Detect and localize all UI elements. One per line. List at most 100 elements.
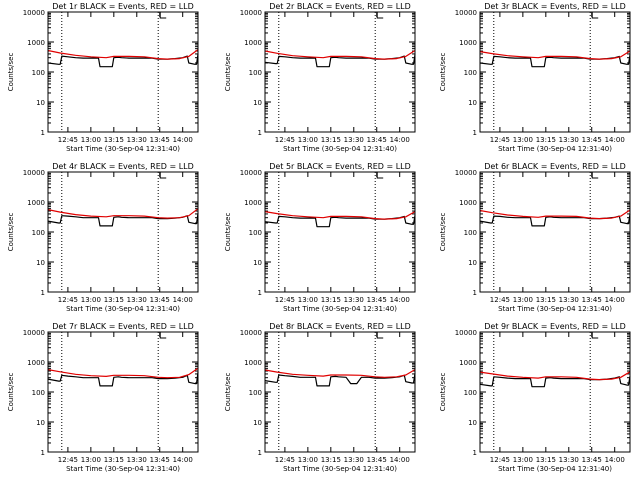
y-axis-label: Counts/sec <box>224 53 232 92</box>
x-tick-label: 13:00 <box>298 136 318 144</box>
y-tick-label: 1000 <box>244 359 262 367</box>
y-tick-label: 1000 <box>27 359 45 367</box>
x-tick-label: 13:30 <box>127 296 147 304</box>
x-tick-label: 13:45 <box>150 296 170 304</box>
y-tick-label: 100 <box>464 69 477 77</box>
series-line-events <box>264 215 416 228</box>
chart-panel-4: Det 4r BLACK = Events, RED = LLD 1 10 100 10… <box>7 162 199 313</box>
x-tick-label: 12:45 <box>275 296 295 304</box>
chart-panel-2: Det 2r BLACK = Events, RED = LLD 1 10 100 10… <box>224 2 416 153</box>
x-tick-label: 12:45 <box>275 456 295 464</box>
series-line-lld <box>47 367 199 379</box>
bracket-marker <box>159 12 167 19</box>
chart-title: Det 8r BLACK = Events, RED = LLD <box>269 322 411 331</box>
x-tick-label: 13:00 <box>513 136 533 144</box>
y-tick-label: 10 <box>253 259 262 267</box>
chart-title: Det 1r BLACK = Events, RED = LLD <box>52 2 194 11</box>
y-tick-label: 10000 <box>240 9 262 17</box>
bracket-marker <box>376 332 384 339</box>
chart-panel-8: Det 8r BLACK = Events, RED = LLD 1 10 100 10… <box>224 322 416 473</box>
y-tick-label: 100 <box>249 69 262 77</box>
y-tick-label: 100 <box>249 229 262 237</box>
y-tick-label: 10000 <box>240 169 262 177</box>
x-tick-label: 13:30 <box>559 296 579 304</box>
x-tick-label: 13:00 <box>513 296 533 304</box>
x-tick-label: 13:15 <box>536 296 556 304</box>
x-tick-label: 13:45 <box>367 136 387 144</box>
y-tick-label: 1000 <box>459 199 477 207</box>
y-tick-label: 1000 <box>244 39 262 47</box>
plot-frame <box>47 171 199 293</box>
x-tick-label: 14:00 <box>173 296 193 304</box>
x-tick-label: 14:00 <box>390 456 410 464</box>
plot-frame <box>264 11 416 133</box>
bracket-marker <box>591 172 599 179</box>
series-line-lld <box>264 369 416 378</box>
plot-frame <box>264 171 416 293</box>
y-tick-label: 100 <box>32 389 45 397</box>
chart-title: Det 4r BLACK = Events, RED = LLD <box>52 162 194 171</box>
y-tick-label: 1 <box>258 289 262 297</box>
y-tick-label: 10 <box>36 419 45 427</box>
y-tick-label: 10 <box>253 99 262 107</box>
series-line-events <box>479 376 631 388</box>
y-axis-label: Counts/sec <box>7 213 15 252</box>
plot-frame <box>479 171 631 293</box>
y-tick-label: 1000 <box>27 39 45 47</box>
x-tick-label: 13:00 <box>298 456 318 464</box>
x-tick-label: 13:15 <box>321 136 341 144</box>
chart-title: Det 6r BLACK = Events, RED = LLD <box>484 162 626 171</box>
y-tick-label: 1 <box>41 129 45 137</box>
bracket-marker <box>159 332 167 339</box>
x-axis-label: Start Time (30-Sep-04 12:31:40) <box>66 305 180 313</box>
y-tick-label: 10000 <box>240 329 262 337</box>
x-tick-label: 13:45 <box>367 456 387 464</box>
y-tick-label: 1 <box>258 449 262 457</box>
chart-panel-5: Det 5r BLACK = Events, RED = LLD 1 10 100 10… <box>224 162 416 313</box>
x-tick-label: 14:00 <box>605 136 625 144</box>
plot-frame <box>479 331 631 453</box>
x-tick-label: 13:00 <box>81 456 101 464</box>
x-tick-label: 14:00 <box>173 136 193 144</box>
chart-panel-6: Det 6r BLACK = Events, RED = LLD 1 10 100 10… <box>439 162 631 313</box>
x-tick-label: 12:45 <box>275 136 295 144</box>
y-tick-label: 1 <box>473 129 477 137</box>
chart-panel-1: Det 1r BLACK = Events, RED = LLD 1 10 100 10… <box>7 2 199 153</box>
y-tick-label: 1000 <box>27 199 45 207</box>
x-tick-label: 13:00 <box>81 296 101 304</box>
x-tick-label: 13:15 <box>104 456 124 464</box>
bracket-marker <box>591 12 599 19</box>
chart-title: Det 5r BLACK = Events, RED = LLD <box>269 162 411 171</box>
chart-title: Det 2r BLACK = Events, RED = LLD <box>269 2 411 11</box>
x-tick-label: 13:30 <box>344 136 364 144</box>
x-tick-label: 14:00 <box>605 456 625 464</box>
chart-title: Det 9r BLACK = Events, RED = LLD <box>484 322 626 331</box>
series-line-lld <box>479 209 631 220</box>
x-tick-label: 12:45 <box>58 456 78 464</box>
y-tick-label: 10 <box>253 419 262 427</box>
x-tick-label: 13:30 <box>344 296 364 304</box>
y-tick-label: 1 <box>473 449 477 457</box>
y-tick-label: 10 <box>468 419 477 427</box>
y-tick-label: 10000 <box>455 169 477 177</box>
y-axis-label: Counts/sec <box>439 213 447 252</box>
y-tick-label: 1 <box>41 449 45 457</box>
series-line-lld <box>264 211 416 220</box>
y-axis-label: Counts/sec <box>7 53 15 92</box>
x-tick-label: 14:00 <box>390 136 410 144</box>
x-axis-label: Start Time (30-Sep-04 12:31:40) <box>66 145 180 153</box>
y-tick-label: 10000 <box>23 169 45 177</box>
y-tick-label: 10000 <box>455 9 477 17</box>
x-tick-label: 13:15 <box>104 296 124 304</box>
y-tick-label: 10 <box>468 99 477 107</box>
plot-frame <box>479 11 631 133</box>
y-tick-label: 100 <box>32 69 45 77</box>
series-line-lld <box>264 49 416 60</box>
x-tick-label: 12:45 <box>58 296 78 304</box>
y-tick-label: 1000 <box>244 199 262 207</box>
bracket-marker <box>591 332 599 339</box>
chart-title: Det 7r BLACK = Events, RED = LLD <box>52 322 194 331</box>
y-axis-label: Counts/sec <box>224 373 232 412</box>
x-tick-label: 13:45 <box>150 136 170 144</box>
x-tick-label: 12:45 <box>490 456 510 464</box>
